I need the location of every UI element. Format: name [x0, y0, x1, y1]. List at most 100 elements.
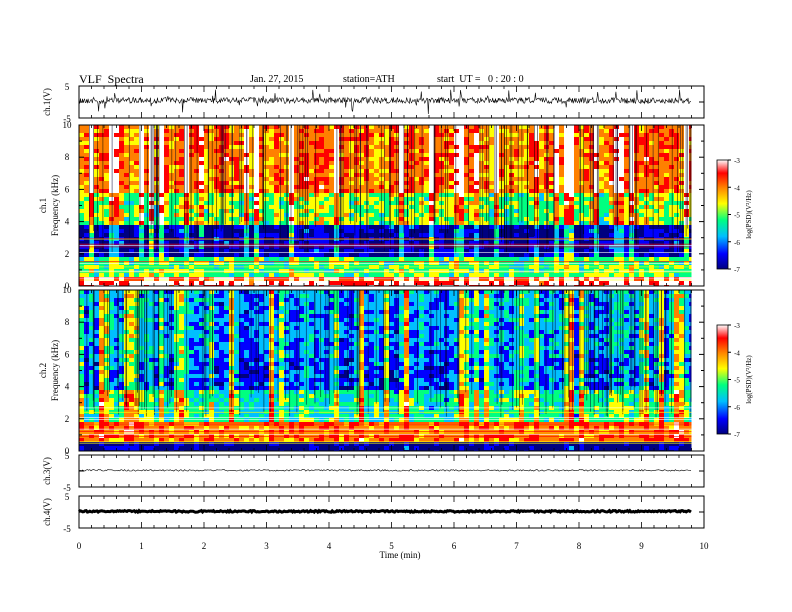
ch1-spectrogram-cell	[304, 189, 309, 193]
ch1-spectrogram-cell	[489, 181, 494, 185]
ch1-spectrogram-cell	[649, 225, 654, 229]
ch1-spectrogram-cell	[189, 217, 194, 221]
ch1-spectrogram-cell	[419, 145, 424, 149]
ch1-spectrogram-cell	[679, 173, 684, 177]
ch1-spectrogram-cell	[479, 125, 484, 129]
ch1-spectrogram-cell	[249, 165, 254, 169]
ch1-spectrogram-cell	[344, 133, 349, 137]
ch1-spectrogram-cell	[619, 221, 624, 225]
ch1-spectrogram-cell	[84, 221, 89, 225]
ch1-spectrogram-cell	[104, 225, 109, 229]
ch1-spectrogram-cell	[174, 189, 179, 193]
ch1-spectrogram-cell	[629, 277, 634, 281]
ch1-spectrogram-cell	[239, 277, 244, 281]
ch1-spectrogram-cell	[389, 133, 394, 137]
ch1-spectrogram-cell	[444, 221, 449, 225]
ch1-spectrogram-cell	[339, 161, 344, 165]
ch1-spectrogram-cell	[179, 125, 184, 129]
ch1-spectrogram-cell	[224, 133, 229, 137]
ch1-spectrogram-cell	[369, 173, 374, 177]
ch1-spectrogram-cell	[234, 149, 239, 153]
ch1-spectrogram-cell	[179, 161, 184, 165]
ch1-spectrogram-cell	[529, 149, 534, 153]
ch1-spectrogram-cell	[139, 189, 144, 193]
ch1-spectrogram-cell	[539, 149, 544, 153]
ch1-spectrogram-cell	[229, 181, 234, 185]
ch1-spectrogram-cell	[99, 221, 104, 225]
ch1-spectrogram-cell	[324, 181, 329, 185]
ch1-spectrogram-cell	[459, 129, 464, 133]
ch1-spectrogram-cell	[149, 229, 154, 233]
ch1-spectrogram-cell	[144, 221, 149, 225]
ch1-spectrogram-cell	[399, 273, 404, 277]
ch1-spectrogram-cell	[319, 225, 324, 229]
ch1-spectrogram-cell	[159, 249, 164, 253]
ch1-spectrogram-cell	[139, 157, 144, 161]
ch1-spectrogram-cell	[314, 217, 319, 221]
ch1-spectrogram-cell	[574, 213, 579, 217]
ch1-spectrogram-cell	[79, 193, 84, 197]
ch1-spectrogram-cell	[474, 185, 479, 189]
ch1-spectrogram-cell	[89, 229, 94, 233]
ch1-spectrogram-cell	[304, 157, 309, 161]
ch1-spectrogram-cell	[439, 253, 444, 257]
ch1-spectrogram-cell	[564, 241, 569, 245]
ch1-spectrogram-cell	[534, 273, 539, 277]
ch1-spectrogram-cell	[169, 241, 174, 245]
ch1-spectrogram-cell	[479, 165, 484, 169]
ch1-spectrogram-cell	[84, 253, 89, 257]
ch1-spectrogram-cell	[269, 133, 274, 137]
ch1-spectrogram-cell	[334, 225, 339, 229]
ch1-spectrogram-cell	[464, 257, 469, 261]
ch1-spectrogram-cell	[609, 153, 614, 157]
ch1-spectrogram-cell	[294, 229, 299, 233]
ch1-spectrogram-cell	[379, 257, 384, 261]
ch1-spectrogram-cell	[289, 197, 294, 201]
ch1-spectrogram-cell	[484, 221, 489, 225]
ch1-spectrogram-cell	[614, 145, 619, 149]
ch1-spectrogram-cell	[489, 253, 494, 257]
ch1-spectrogram-cell	[584, 233, 589, 237]
ch1-spectrogram-cell	[224, 225, 229, 229]
ch1-spectrogram-cell	[599, 133, 604, 137]
ch1-spectrogram-cell	[99, 273, 104, 277]
ch1-spectrogram-cell	[614, 149, 619, 153]
ch1-spectrogram-cell	[554, 221, 559, 225]
ch1-spectrogram-cell	[559, 165, 564, 169]
ch1-spectrogram-cell	[79, 273, 84, 277]
ch1-spectrogram-cell	[424, 169, 429, 173]
ch1-spectrogram-cell	[319, 141, 324, 145]
ch1-spectrogram-cell	[319, 149, 324, 153]
ch1-spectrogram-cell	[604, 217, 609, 221]
ch1-spectrogram-cell	[454, 169, 459, 173]
ch1-spectrogram-cell	[539, 241, 544, 245]
ch1-spectrogram-cell	[374, 217, 379, 221]
ch1-spectrogram-cell	[129, 177, 134, 181]
ch1-spectrogram-cell	[139, 133, 144, 137]
ch1-spectrogram-cell	[429, 277, 434, 281]
ch1-spectrogram-cell	[129, 161, 134, 165]
ch1-spectrogram-cell	[654, 233, 659, 237]
ch1-spectrogram-cell	[599, 217, 604, 221]
ch1-spectrogram-cell	[614, 185, 619, 189]
ch1-spectrogram-cell	[514, 229, 519, 233]
ch1-spectrogram-cell	[144, 169, 149, 173]
ch1-spectrogram-cell	[309, 141, 314, 145]
ch1-spectrogram-cell	[349, 197, 354, 201]
ch1-spectrogram-cell	[564, 273, 569, 277]
ch1-spectrogram-cell	[614, 197, 619, 201]
ch1-spectrogram-cell	[254, 173, 259, 177]
ch1-spectrogram-cell	[479, 145, 484, 149]
ch1-spectrogram-cell	[424, 197, 429, 201]
ch1-spectrogram-cell	[539, 233, 544, 237]
ch1-spectrogram-cell	[309, 137, 314, 141]
ch1-spectrogram-cell	[334, 141, 339, 145]
ch1-spectrogram-cell	[604, 253, 609, 257]
ch1-spectrogram-cell	[374, 173, 379, 177]
ch1-spectrogram-cell	[309, 273, 314, 277]
ch1-spectrogram-cell	[314, 201, 319, 205]
ch1-spectrogram-cell	[624, 193, 629, 197]
ch1-spectrogram-cell	[134, 209, 139, 213]
ch1-spectrogram-cell	[209, 165, 214, 169]
ch1-spectrogram-cell	[219, 153, 224, 157]
